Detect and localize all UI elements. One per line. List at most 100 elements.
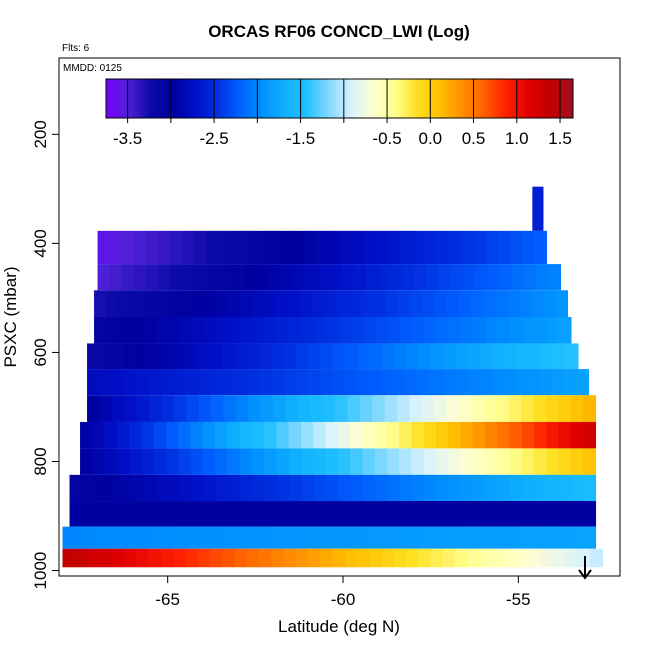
colorbar-swatch: [191, 79, 197, 118]
heatmap-cell-layer-9-col-21: [350, 317, 364, 344]
heatmap-cell-layer-9-col-7: [179, 317, 193, 344]
heatmap-cell-layer-0-col-14: [234, 548, 248, 568]
heatmap-cell-layer-7-col-4: [135, 369, 149, 396]
heatmap-cell-layer-1-col-26: [384, 526, 398, 549]
heatmap-cell-layer-1-col-21: [322, 526, 336, 549]
x-tick-label: -60: [331, 590, 356, 609]
colorbar-swatch: [401, 79, 407, 118]
heatmap-cell-layer-4-col-8: [178, 448, 192, 475]
colorbar-swatch: [226, 79, 232, 118]
heatmap-cell-layer-5-col-6: [153, 421, 167, 449]
heatmap-cell-layer-6-col-11: [223, 395, 237, 422]
heatmap-cell-layer-3-col-8: [167, 474, 181, 502]
heatmap-cell-layer-11-col-5: [158, 264, 172, 291]
heatmap-cell-layer-7-col-0: [87, 369, 100, 396]
heatmap-cell-layer-6-col-5: [149, 395, 163, 422]
heatmap-cell-layer-8-col-31: [467, 343, 481, 370]
heatmap-cell-layer-4-col-38: [546, 448, 560, 475]
heatmap-cell-layer-1-col-23: [347, 526, 361, 549]
heatmap-cell-layer-6-col-37: [545, 395, 559, 422]
heatmap-cell-layer-0-col-34: [479, 548, 493, 568]
y-axis-label: PSXC (mbar): [1, 266, 20, 367]
colorbar-swatch: [312, 79, 317, 118]
heatmap-cell-layer-4-col-35: [509, 448, 523, 475]
colorbar-swatch: [211, 79, 216, 118]
colorbar-tick-label: -2.5: [199, 129, 228, 148]
heatmap-cell-layer-4-col-31: [460, 448, 474, 475]
heatmap-cell-layer-0-col-18: [283, 548, 297, 568]
heatmap-cell-layer-0-col-33: [467, 548, 481, 568]
heatmap-cell-layer-2-col-26: [387, 501, 401, 527]
heatmap-cell-layer-4-col-7: [165, 448, 179, 475]
heatmap-cell-layer-1-col-39: [545, 526, 559, 549]
heatmap-cell-layer-6-col-16: [285, 395, 299, 422]
heatmap-cell-layer-12-col-25: [400, 230, 414, 265]
heatmap-cell-layer-9-col-25: [399, 317, 413, 344]
heatmap-cell-layer-4-col-27: [411, 448, 425, 475]
x-tick-label: -55: [506, 590, 531, 609]
heatmap-cell-layer-3-col-24: [363, 474, 376, 502]
heatmap-cell-layer-4-col-0: [80, 448, 93, 475]
heatmap-cell-layer-12-col-34: [509, 230, 523, 265]
heatmap-cell-layer-1-col-18: [285, 526, 299, 549]
colorbar-swatch: [429, 79, 434, 118]
heatmap-cell-layer-8-col-7: [172, 343, 186, 370]
heatmap-cell-layer-2-col-13: [228, 501, 242, 527]
heatmap-cell-layer-10-col-9: [203, 290, 217, 317]
heatmap-cell-layer-5-col-35: [509, 421, 523, 449]
heatmap-cell-layer-0-col-41: [565, 548, 579, 568]
heatmap-cell-layer-3-col-0: [69, 474, 83, 502]
heatmap-cell-layer-8-col-8: [185, 343, 199, 370]
heatmap-cell-layer-3-col-13: [228, 474, 242, 502]
colorbar-swatch: [230, 79, 235, 118]
heatmap-cell-layer-11-col-12: [243, 264, 257, 291]
heatmap-cell-layer-8-col-30: [455, 343, 469, 370]
colorbar: -3.5 -2.5 -1.5 -0.5 0.0 0.5 1.0 1.5: [105, 78, 574, 148]
heatmap-cell-layer-11-col-30: [462, 264, 476, 291]
heatmap-cell-layer-6-col-8: [186, 395, 200, 422]
heatmap-cell-layer-4-col-37: [534, 448, 547, 475]
heatmap-cell-layer-4-col-33: [485, 448, 498, 475]
heatmap-cell-layer-12-col-18: [315, 230, 329, 265]
heatmap-cell-layer-10-col-20: [336, 290, 350, 317]
heatmap-cell-layer-4-col-41: [583, 448, 597, 475]
heatmap-cell-layer-5-col-31: [460, 421, 474, 449]
heatmap-cell-layer-9-col-2: [118, 317, 132, 344]
heatmap-cell-layer-11-col-17: [304, 264, 318, 291]
heatmap-cell-layer-0-col-32: [455, 548, 469, 568]
heatmap-cell-layer-3-col-42: [583, 474, 597, 502]
heatmap-cell-layer-2-col-32: [460, 501, 474, 527]
heatmap-cell-layer-10-col-16: [288, 290, 301, 317]
colorbar-swatch: [152, 79, 158, 118]
heatmap-cell-layer-3-col-6: [142, 474, 156, 502]
heatmap-cell-layer-1-col-16: [260, 526, 274, 549]
heatmap-cell-layer-12-col-0: [97, 230, 111, 265]
heatmap-cell-layer-2-col-39: [546, 501, 560, 527]
colorbar-swatch: [362, 79, 368, 118]
heatmap-cell-layer-10-col-3: [130, 290, 144, 317]
heatmap-cell-layer-7-col-21: [343, 369, 357, 396]
colorbar-swatch: [386, 79, 391, 118]
heatmap-cell-layer-0-col-2: [87, 548, 100, 568]
heatmap-cell-layer-12-col-27: [425, 230, 438, 265]
heatmap-cell-layer-0-col-10: [185, 548, 199, 568]
heatmap-cell-layer-7-col-13: [246, 369, 259, 396]
heatmap-cell-layer-1-col-32: [459, 526, 473, 549]
heatmap-cell-layer-8-col-6: [160, 343, 174, 370]
heatmap-cells: [62, 186, 604, 568]
heatmap-cell-layer-7-col-35: [515, 369, 528, 396]
heatmap-cell-layer-3-col-30: [436, 474, 450, 502]
heatmap-cell-layer-1-col-10: [186, 526, 200, 549]
colorbar-swatch: [510, 79, 516, 118]
chart-title: ORCAS RF06 CONCD_LWI (Log): [208, 22, 470, 41]
heatmap-cell-layer-0-col-6: [136, 548, 150, 568]
heatmap-cell-layer-1-col-28: [409, 526, 423, 549]
heatmap-cell-layer-5-col-10: [202, 421, 216, 449]
heatmap-cell-layer-7-col-39: [563, 369, 577, 396]
heatmap-cell-layer-2-col-30: [436, 501, 450, 527]
heatmap-cell-layer-6-col-21: [347, 395, 361, 422]
heatmap-cell-layer-3-col-36: [509, 474, 523, 502]
heatmap-cell-layer-9-col-12: [240, 317, 254, 344]
